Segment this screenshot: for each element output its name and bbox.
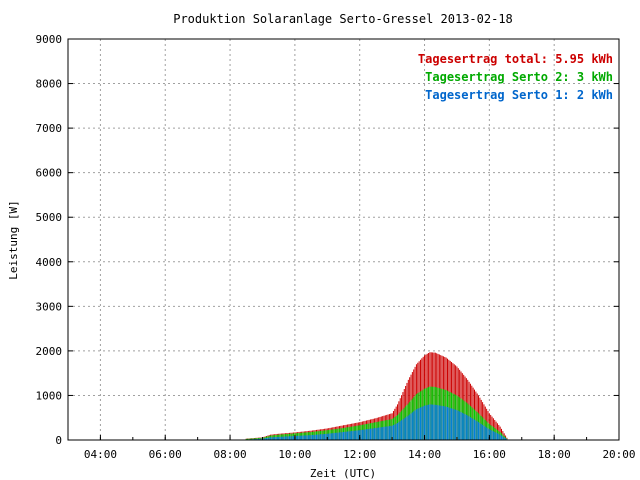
y-tick-label: 5000 [36, 211, 63, 224]
x-tick-label: 16:00 [473, 448, 506, 461]
y-tick-label: 6000 [36, 167, 63, 180]
y-tick-label: 4000 [36, 256, 63, 269]
x-tick-label: 04:00 [84, 448, 117, 461]
x-tick-label: 18:00 [538, 448, 571, 461]
x-tick-label: 14:00 [408, 448, 441, 461]
x-tick-label: 06:00 [149, 448, 182, 461]
x-axis-label: Zeit (UTC) [310, 467, 376, 480]
y-tick-label: 9000 [36, 33, 63, 46]
y-tick-label: 8000 [36, 78, 63, 91]
grid [68, 39, 619, 440]
plot-frame [67, 38, 620, 441]
legend-entry: Tagesertrag Serto 2: 3 kWh [425, 70, 613, 84]
x-tick-label: 08:00 [213, 448, 246, 461]
y-tick-label: 2000 [36, 345, 63, 358]
y-tick-label: 0 [55, 434, 62, 447]
legend: Tagesertrag total: 5.95 kWh Tagesertrag S… [418, 52, 613, 102]
legend-entry: Tagesertrag total: 5.95 kWh [418, 52, 613, 66]
y-tick-label: 3000 [36, 300, 63, 313]
bars [245, 352, 508, 440]
y-tick-label: 1000 [36, 389, 63, 402]
axes: 0 1000 2000 3000 4000 5000 6000 7000 8000 9000 04:… [36, 33, 636, 461]
legend-entry: Tagesertrag Serto 1: 2 kWh [425, 88, 613, 102]
x-tick-label: 12:00 [343, 448, 376, 461]
y-tick-label: 7000 [36, 122, 63, 135]
x-tick-label: 20:00 [602, 448, 635, 461]
y-axis-label: Leistung [W] [7, 200, 20, 279]
x-tick-label: 10:00 [278, 448, 311, 461]
chart-title: Produktion Solaranlage Serto-Gressel 201… [173, 12, 513, 26]
